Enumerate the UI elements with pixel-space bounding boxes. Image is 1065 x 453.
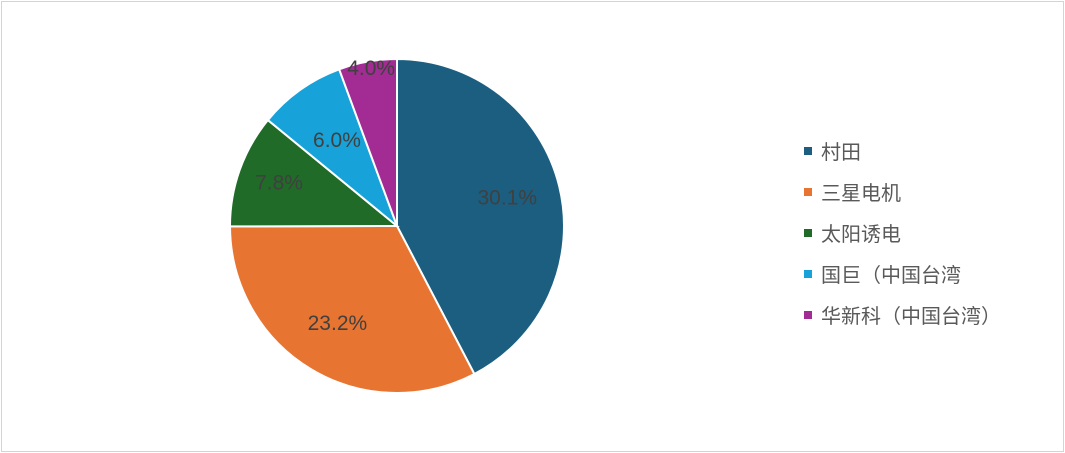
legend-swatch	[804, 146, 812, 155]
pie-slice	[228, 224, 476, 394]
pie-data-label: 6.0%	[313, 129, 361, 152]
legend-label: 太阳诱电	[821, 222, 901, 246]
legend-item: 太阳诱电	[804, 212, 1054, 253]
legend-label: 三星电机	[821, 181, 901, 205]
legend-swatch	[804, 310, 812, 319]
chart-legend: 村田三星电机太阳诱电国巨（中国台湾华新科（中国台湾）	[804, 130, 1054, 335]
legend-item: 华新科（中国台湾）	[804, 294, 1054, 335]
legend-swatch	[804, 228, 812, 237]
legend-label: 国巨（中国台湾	[821, 263, 961, 287]
pie-data-labels: 30.1% 23.2% 7.8% 6.0% 4.0%	[255, 57, 537, 335]
pie-data-label: 30.1%	[478, 186, 538, 209]
legend-item: 三星电机	[804, 171, 1054, 212]
pie-slice	[266, 68, 400, 230]
pie-data-label: 4.0%	[347, 57, 395, 80]
legend-swatch	[804, 269, 812, 278]
pie-data-label: 23.2%	[308, 312, 368, 335]
legend-label: 华新科（中国台湾）	[821, 304, 1001, 328]
legend-swatch	[804, 187, 812, 196]
pie-slice	[396, 57, 565, 376]
pie-slice	[228, 118, 400, 228]
legend-item: 国巨（中国台湾	[804, 253, 1054, 294]
legend-label: 村田	[821, 140, 861, 164]
pie-data-label: 7.8%	[255, 171, 303, 194]
legend-item: 村田	[804, 130, 1054, 171]
pie-slices	[228, 57, 565, 394]
pie-slice	[337, 57, 398, 227]
